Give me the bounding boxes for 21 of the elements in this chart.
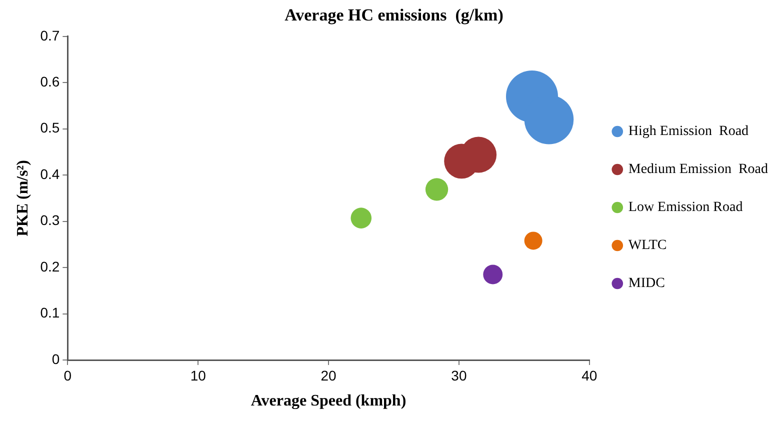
y-tick-label: 0.6 <box>40 73 60 90</box>
x-tick-label: 40 <box>582 367 598 384</box>
legend-label: Medium Emission Road <box>628 162 768 178</box>
y-tick-label: 0 <box>52 350 60 367</box>
legend-label: WLTC <box>628 238 667 254</box>
x-tick-label: 30 <box>451 367 467 384</box>
y-tick-label: 0.7 <box>40 27 60 44</box>
legend-label: MIDC <box>628 276 665 292</box>
x-tick-label: 10 <box>190 367 206 384</box>
y-tick-label: 0.3 <box>40 212 60 228</box>
y-tick-label: 0.1 <box>40 304 60 321</box>
y-tick-label: 0.2 <box>40 258 60 274</box>
y-axis-title: PKE (m/s²) <box>14 160 32 236</box>
y-tick-label: 0.5 <box>40 120 60 136</box>
legend-label: Low Emission Road <box>628 200 743 216</box>
chart-title: Average HC emissions (g/km) <box>284 6 504 25</box>
x-tick-label: 0 <box>64 367 72 384</box>
x-tick-label: 20 <box>320 367 337 384</box>
x-axis-title: Average Speed (kmph) <box>250 392 406 410</box>
legend-label: High Emission Road <box>628 124 749 140</box>
y-tick-label: 0.4 <box>40 166 60 182</box>
